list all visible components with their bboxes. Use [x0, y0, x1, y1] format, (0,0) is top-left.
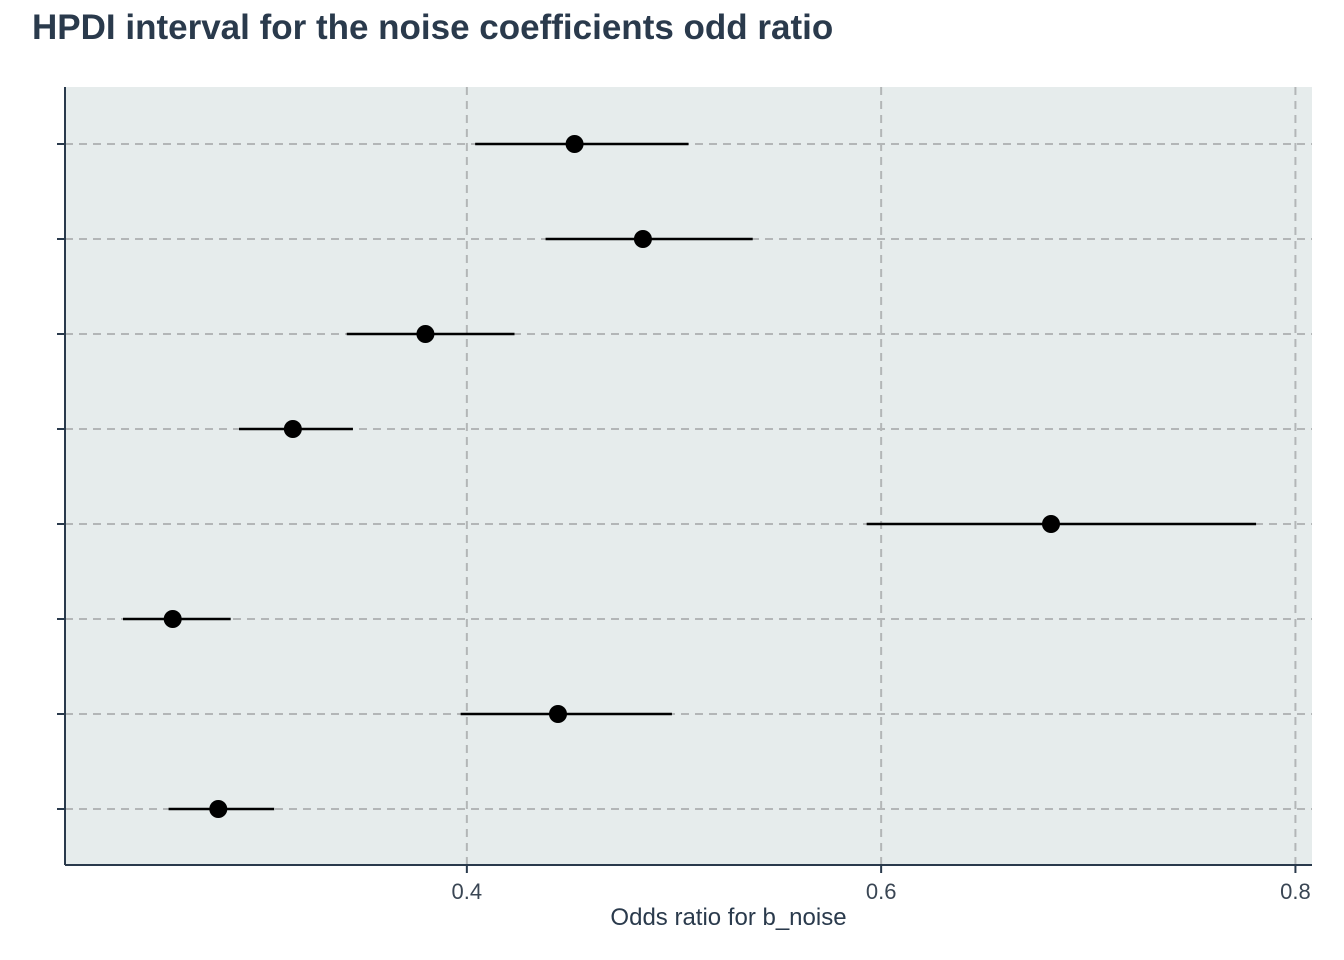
point-estimate-dot	[633, 230, 652, 248]
point-estimate-dot	[1042, 515, 1060, 533]
x-tick-label: 0.6	[866, 879, 897, 904]
point-estimate-dot	[549, 705, 567, 723]
axes: 0.4 0.6 0.8	[57, 87, 1312, 904]
plot-panel	[65, 87, 1312, 865]
point-estimate-dot	[209, 800, 228, 818]
point-estimate-dot	[163, 610, 182, 628]
point-estimate-dot	[565, 135, 584, 153]
interval-marks	[123, 135, 1257, 818]
x-tick-label: 0.4	[452, 879, 483, 904]
point-estimate-dot	[416, 325, 435, 343]
x-axis-label: Odds ratio for b_noise	[610, 904, 846, 931]
x-tick-label: 0.8	[1280, 879, 1311, 904]
chart-title: HPDI interval for the noise coefficients…	[32, 8, 834, 47]
point-estimate-dot	[283, 420, 302, 438]
